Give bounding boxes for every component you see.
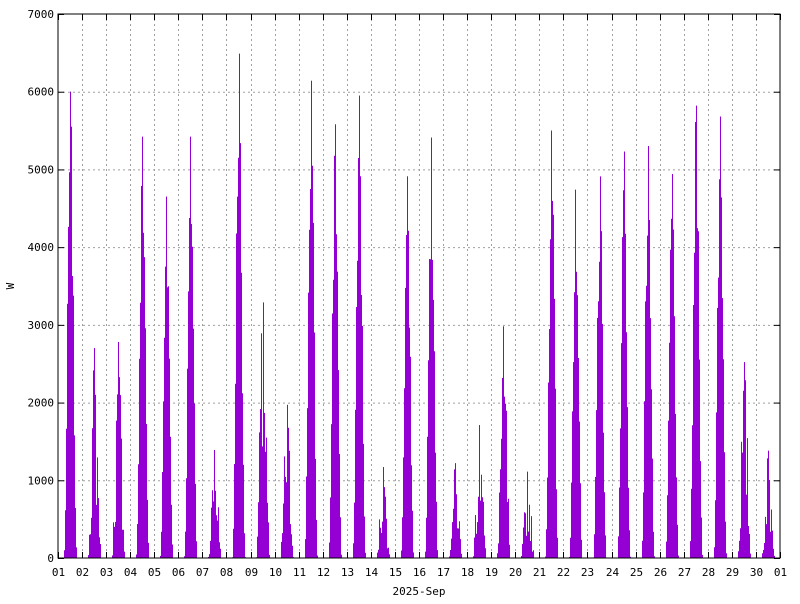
x-tick-label: 17 xyxy=(437,566,450,579)
power-impulses xyxy=(88,348,101,558)
power-impulses xyxy=(425,137,438,558)
power-impulses xyxy=(714,116,727,558)
x-tick-label: 04 xyxy=(124,566,138,579)
x-tick-label: 27 xyxy=(678,566,691,579)
x-tick-label: 16 xyxy=(413,566,426,579)
day-curve xyxy=(545,130,559,558)
x-tick-label: 22 xyxy=(557,566,570,579)
y-tick-label: 7000 xyxy=(28,8,55,21)
day-curve xyxy=(401,176,414,558)
x-tick-label: 14 xyxy=(365,566,379,579)
day-curve xyxy=(64,91,77,558)
day-curve xyxy=(305,80,318,558)
x-tick-label: 09 xyxy=(245,566,258,579)
x-tick-label: 01 xyxy=(52,566,65,579)
x-tick-label: 06 xyxy=(172,566,185,579)
power-impulses xyxy=(762,450,775,558)
x-tick-label: 30 xyxy=(750,566,763,579)
day-curve xyxy=(353,95,366,558)
day-curve xyxy=(473,425,486,558)
power-impulses xyxy=(353,95,366,558)
x-tick-label: 02 xyxy=(76,566,89,579)
day-curve xyxy=(112,341,125,558)
day-curve xyxy=(88,348,101,558)
x-tick-label: 10 xyxy=(269,566,282,579)
x-tick-label: 11 xyxy=(293,566,306,579)
day-curve xyxy=(690,105,703,558)
day-curve xyxy=(208,449,222,558)
day-curve xyxy=(425,137,438,558)
day-curve xyxy=(136,136,149,558)
grid-lines xyxy=(58,14,780,558)
power-impulses xyxy=(497,326,510,558)
x-tick-label: 18 xyxy=(461,566,474,579)
power-impulses xyxy=(377,467,390,558)
day-curve xyxy=(160,196,173,558)
x-tick-label: 25 xyxy=(630,566,643,579)
x-tick-label: 08 xyxy=(220,566,233,579)
x-tick-label: 05 xyxy=(148,566,161,579)
day-curve xyxy=(449,463,462,558)
power-impulses xyxy=(449,463,462,558)
day-curve xyxy=(666,174,679,558)
day-curve xyxy=(738,362,751,558)
power-impulses xyxy=(473,425,486,558)
x-tick-label: 29 xyxy=(726,566,739,579)
x-tick-label: 01 xyxy=(774,566,787,579)
day-curve xyxy=(329,124,342,558)
y-tick-label: 6000 xyxy=(28,86,55,99)
x-tick-label: 19 xyxy=(485,566,498,579)
y-axis-label: W xyxy=(4,282,17,289)
x-tick-label: 28 xyxy=(702,566,715,579)
day-curve xyxy=(377,467,390,558)
day-curve xyxy=(714,116,727,558)
day-curve xyxy=(521,471,534,558)
x-tick-label: 23 xyxy=(581,566,594,579)
x-axis-label: 2025-Sep xyxy=(393,585,446,598)
power-impulses xyxy=(738,362,751,558)
x-tick-label: 24 xyxy=(606,566,620,579)
power-impulses xyxy=(136,136,149,558)
day-curve xyxy=(184,136,198,558)
x-tick-label: 03 xyxy=(100,566,113,579)
y-tick-label: 3000 xyxy=(28,319,55,332)
y-tick-label: 0 xyxy=(47,552,54,565)
x-tick-label: 15 xyxy=(389,566,402,579)
x-tick-label: 21 xyxy=(533,566,546,579)
y-tick-label: 4000 xyxy=(28,241,55,254)
power-impulses xyxy=(690,105,703,558)
axis-ticks: 0 1000 2000 3000 4000 5000 6000 7000 01 02 03 04 05 0… xyxy=(28,8,788,579)
x-tick-label: 20 xyxy=(509,566,522,579)
y-tick-label: 2000 xyxy=(28,397,55,410)
day-curve xyxy=(762,450,775,558)
y-tick-label: 1000 xyxy=(28,474,55,487)
x-tick-label: 07 xyxy=(196,566,209,579)
x-tick-label: 12 xyxy=(317,566,330,579)
series-data xyxy=(64,53,775,558)
power-impulses xyxy=(112,342,125,558)
x-tick-label: 26 xyxy=(654,566,667,579)
y-tick-label: 5000 xyxy=(28,163,55,176)
power-impulses xyxy=(64,91,77,558)
power-impulses xyxy=(329,124,342,558)
day-curve xyxy=(497,326,510,558)
power-impulses xyxy=(401,176,414,558)
x-tick-label: 13 xyxy=(341,566,354,579)
